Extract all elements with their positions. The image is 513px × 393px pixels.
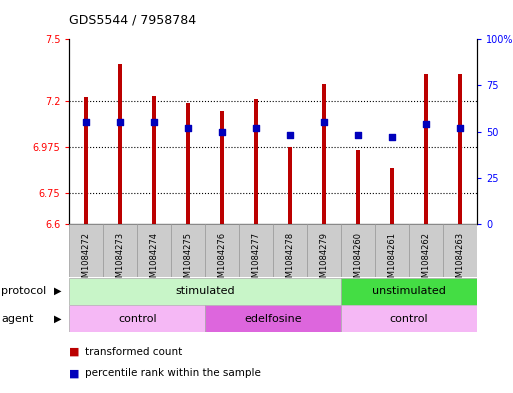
Text: GSM1084262: GSM1084262 [422, 232, 430, 288]
Text: GSM1084272: GSM1084272 [82, 232, 91, 288]
Text: ▶: ▶ [54, 314, 62, 324]
Text: GSM1084278: GSM1084278 [286, 232, 294, 288]
Bar [84, 97, 88, 224]
Text: ▶: ▶ [54, 286, 62, 296]
Bar [341, 305, 477, 332]
Text: percentile rank within the sample: percentile rank within the sample [85, 368, 261, 378]
Text: GDS5544 / 7958784: GDS5544 / 7958784 [69, 14, 196, 27]
Bar [356, 150, 360, 224]
Bar [205, 305, 341, 332]
Bar [69, 278, 341, 305]
Text: GSM1084274: GSM1084274 [150, 232, 159, 288]
Point [252, 125, 260, 131]
Bar [341, 224, 375, 277]
Text: edelfosine: edelfosine [244, 314, 302, 324]
Bar [288, 147, 292, 224]
Bar [152, 96, 156, 224]
Point [320, 119, 328, 125]
Text: GSM1084279: GSM1084279 [320, 232, 329, 288]
Text: unstimulated: unstimulated [372, 286, 446, 296]
Bar [375, 224, 409, 277]
Bar [424, 74, 428, 224]
Text: GSM1084275: GSM1084275 [184, 232, 193, 288]
Point [218, 129, 226, 135]
Bar [409, 224, 443, 277]
Bar [341, 278, 477, 305]
Text: GSM1084263: GSM1084263 [456, 232, 465, 288]
Bar [322, 84, 326, 224]
Bar [103, 224, 137, 277]
Text: transformed count: transformed count [85, 347, 182, 357]
Bar [239, 224, 273, 277]
Text: GSM1084276: GSM1084276 [218, 232, 227, 288]
Point [354, 132, 362, 138]
Point [388, 134, 396, 140]
Bar [69, 305, 205, 332]
Bar [307, 224, 341, 277]
Text: GSM1084277: GSM1084277 [252, 232, 261, 288]
Bar [137, 224, 171, 277]
Point [116, 119, 124, 125]
Bar [458, 74, 462, 224]
Text: agent: agent [1, 314, 33, 324]
Text: GSM1084261: GSM1084261 [388, 232, 397, 288]
Point [150, 119, 159, 125]
Text: control: control [118, 314, 156, 324]
Bar [205, 224, 239, 277]
Text: ■: ■ [69, 347, 80, 357]
Point [184, 125, 192, 131]
Bar [118, 64, 122, 224]
Text: stimulated: stimulated [175, 286, 235, 296]
Text: GSM1084260: GSM1084260 [353, 232, 363, 288]
Text: GSM1084273: GSM1084273 [116, 232, 125, 288]
Bar [390, 167, 394, 224]
Text: protocol: protocol [1, 286, 46, 296]
Bar [186, 103, 190, 224]
Bar [69, 224, 103, 277]
Bar [254, 99, 258, 224]
Bar [220, 111, 224, 224]
Point [82, 119, 90, 125]
Bar [171, 224, 205, 277]
Point [422, 121, 430, 127]
Point [456, 125, 464, 131]
Bar [273, 224, 307, 277]
Bar [443, 224, 477, 277]
Text: ■: ■ [69, 368, 80, 378]
Point [286, 132, 294, 138]
Text: control: control [390, 314, 428, 324]
